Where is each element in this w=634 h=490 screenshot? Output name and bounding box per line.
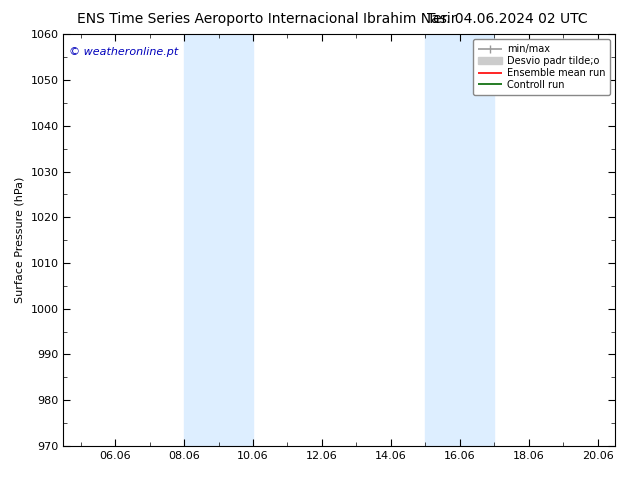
Bar bbox=[425, 34, 495, 446]
Text: Ter. 04.06.2024 02 UTC: Ter. 04.06.2024 02 UTC bbox=[427, 12, 588, 26]
Y-axis label: Surface Pressure (hPa): Surface Pressure (hPa) bbox=[15, 177, 25, 303]
Legend: min/max, Desvio padr tilde;o, Ensemble mean run, Controll run: min/max, Desvio padr tilde;o, Ensemble m… bbox=[473, 39, 610, 95]
Bar bbox=[184, 34, 253, 446]
Text: ENS Time Series Aeroporto Internacional Ibrahim Nasir: ENS Time Series Aeroporto Internacional … bbox=[77, 12, 456, 26]
Text: © weatheronline.pt: © weatheronline.pt bbox=[69, 47, 178, 57]
